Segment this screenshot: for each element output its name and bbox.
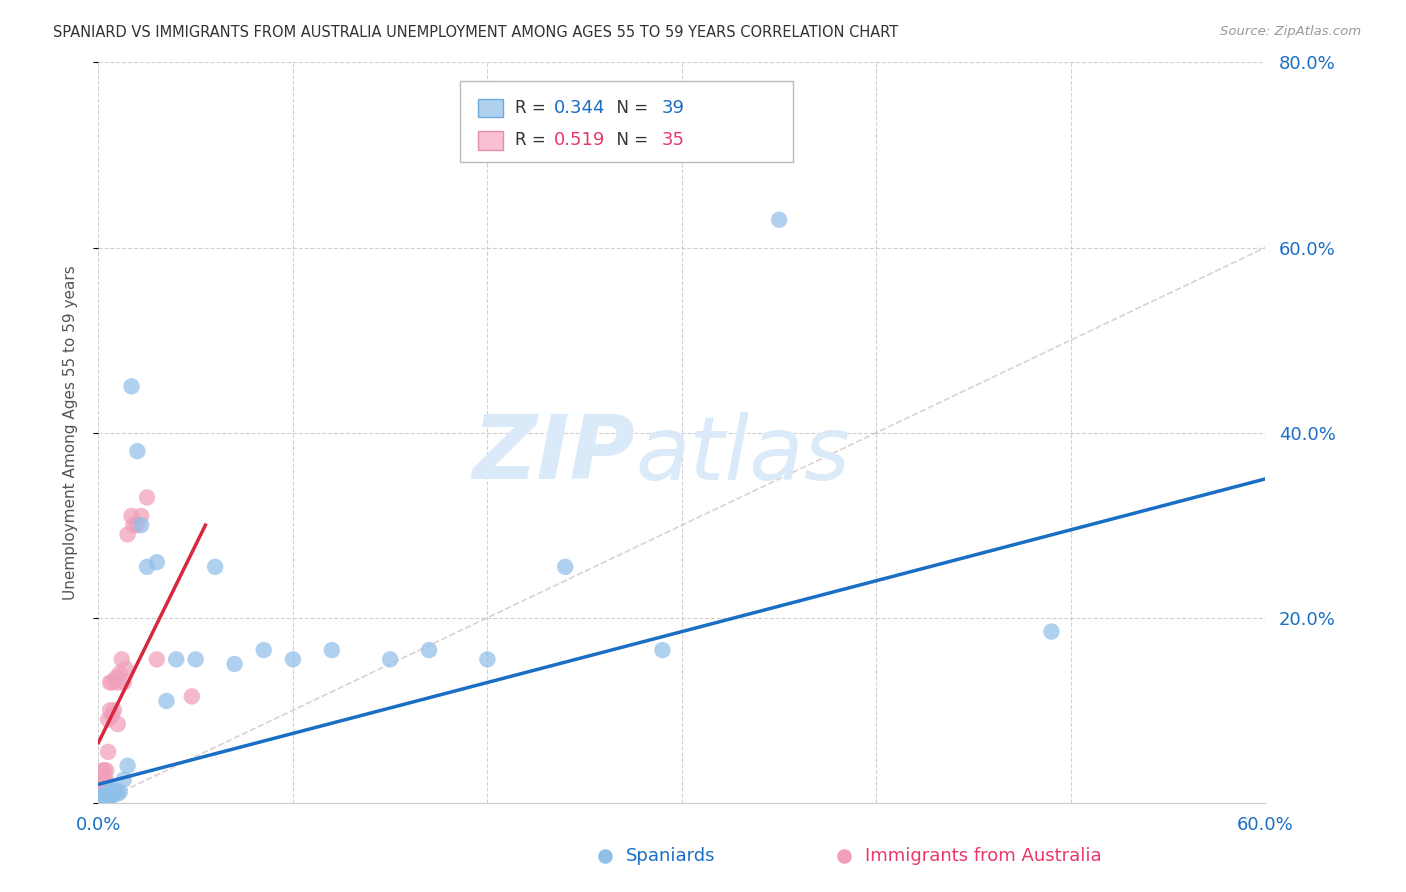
Point — [224, 657, 246, 671]
Point — [111, 652, 134, 666]
Point — [165, 652, 187, 666]
Point — [104, 671, 127, 685]
Text: Immigrants from Australia: Immigrants from Australia — [865, 847, 1101, 865]
Text: Source: ZipAtlas.com: Source: ZipAtlas.com — [1220, 25, 1361, 38]
Point — [418, 643, 440, 657]
Point — [129, 508, 152, 523]
Point — [96, 772, 118, 787]
Point — [146, 652, 169, 666]
Text: R =: R = — [515, 99, 551, 117]
Point — [101, 789, 124, 803]
Point — [98, 675, 121, 690]
Point — [97, 713, 120, 727]
Point — [117, 758, 139, 772]
Point — [98, 790, 121, 805]
Point — [93, 793, 115, 807]
Point — [253, 643, 276, 657]
Point — [121, 508, 143, 523]
Point — [93, 764, 115, 778]
Point — [96, 791, 118, 805]
Point — [101, 707, 124, 722]
Point — [832, 849, 855, 863]
Point — [127, 444, 149, 458]
Point — [114, 662, 136, 676]
Point — [112, 675, 135, 690]
Point — [93, 789, 115, 803]
Point — [96, 764, 118, 778]
Point — [97, 789, 120, 803]
Point — [108, 785, 131, 799]
Point — [651, 643, 673, 657]
Point — [93, 781, 115, 796]
Point — [87, 787, 110, 801]
Point — [91, 772, 114, 787]
Text: 35: 35 — [662, 131, 685, 149]
Point — [108, 666, 131, 681]
Y-axis label: Unemployment Among Ages 55 to 59 years: Unemployment Among Ages 55 to 59 years — [63, 265, 77, 600]
Point — [89, 789, 111, 803]
Point — [107, 787, 129, 801]
Point — [136, 491, 159, 505]
Text: N =: N = — [606, 99, 654, 117]
Point — [1040, 624, 1063, 639]
FancyBboxPatch shape — [460, 81, 793, 162]
Text: 0.519: 0.519 — [554, 131, 605, 149]
Point — [103, 703, 125, 717]
Point — [101, 781, 124, 796]
Point — [89, 791, 111, 805]
Point — [93, 772, 115, 787]
Text: ZIP: ZIP — [472, 411, 636, 499]
Point — [97, 745, 120, 759]
Text: SPANIARD VS IMMIGRANTS FROM AUSTRALIA UNEMPLOYMENT AMONG AGES 55 TO 59 YEARS COR: SPANIARD VS IMMIGRANTS FROM AUSTRALIA UN… — [53, 25, 898, 40]
FancyBboxPatch shape — [478, 131, 503, 150]
Point — [136, 559, 159, 574]
Point — [98, 785, 121, 799]
Point — [91, 787, 114, 801]
Point — [91, 789, 114, 804]
Point — [204, 559, 226, 574]
Point — [122, 518, 145, 533]
Point — [180, 690, 202, 704]
Point — [477, 652, 499, 666]
Point — [97, 792, 120, 806]
Point — [98, 703, 121, 717]
Point — [768, 212, 790, 227]
Point — [87, 777, 110, 791]
Point — [104, 784, 127, 798]
Text: R =: R = — [515, 131, 551, 149]
Point — [321, 643, 343, 657]
Point — [96, 787, 118, 801]
Point — [101, 675, 124, 690]
FancyBboxPatch shape — [478, 99, 503, 117]
Point — [554, 559, 576, 574]
Point — [89, 781, 111, 796]
Point — [121, 379, 143, 393]
Point — [91, 764, 114, 778]
Text: 39: 39 — [662, 99, 685, 117]
Point — [184, 652, 207, 666]
Point — [593, 849, 616, 863]
Text: atlas: atlas — [636, 412, 851, 498]
Text: Spaniards: Spaniards — [626, 847, 716, 865]
Point — [129, 518, 152, 533]
Point — [117, 527, 139, 541]
Point — [155, 694, 177, 708]
Point — [89, 772, 111, 787]
Point — [103, 787, 125, 801]
Text: 0.344: 0.344 — [554, 99, 605, 117]
Point — [146, 555, 169, 569]
Text: N =: N = — [606, 131, 654, 149]
Point — [107, 675, 129, 690]
Point — [107, 717, 129, 731]
Point — [112, 772, 135, 787]
Point — [127, 518, 149, 533]
Point — [91, 792, 114, 806]
Point — [380, 652, 402, 666]
Point — [281, 652, 304, 666]
